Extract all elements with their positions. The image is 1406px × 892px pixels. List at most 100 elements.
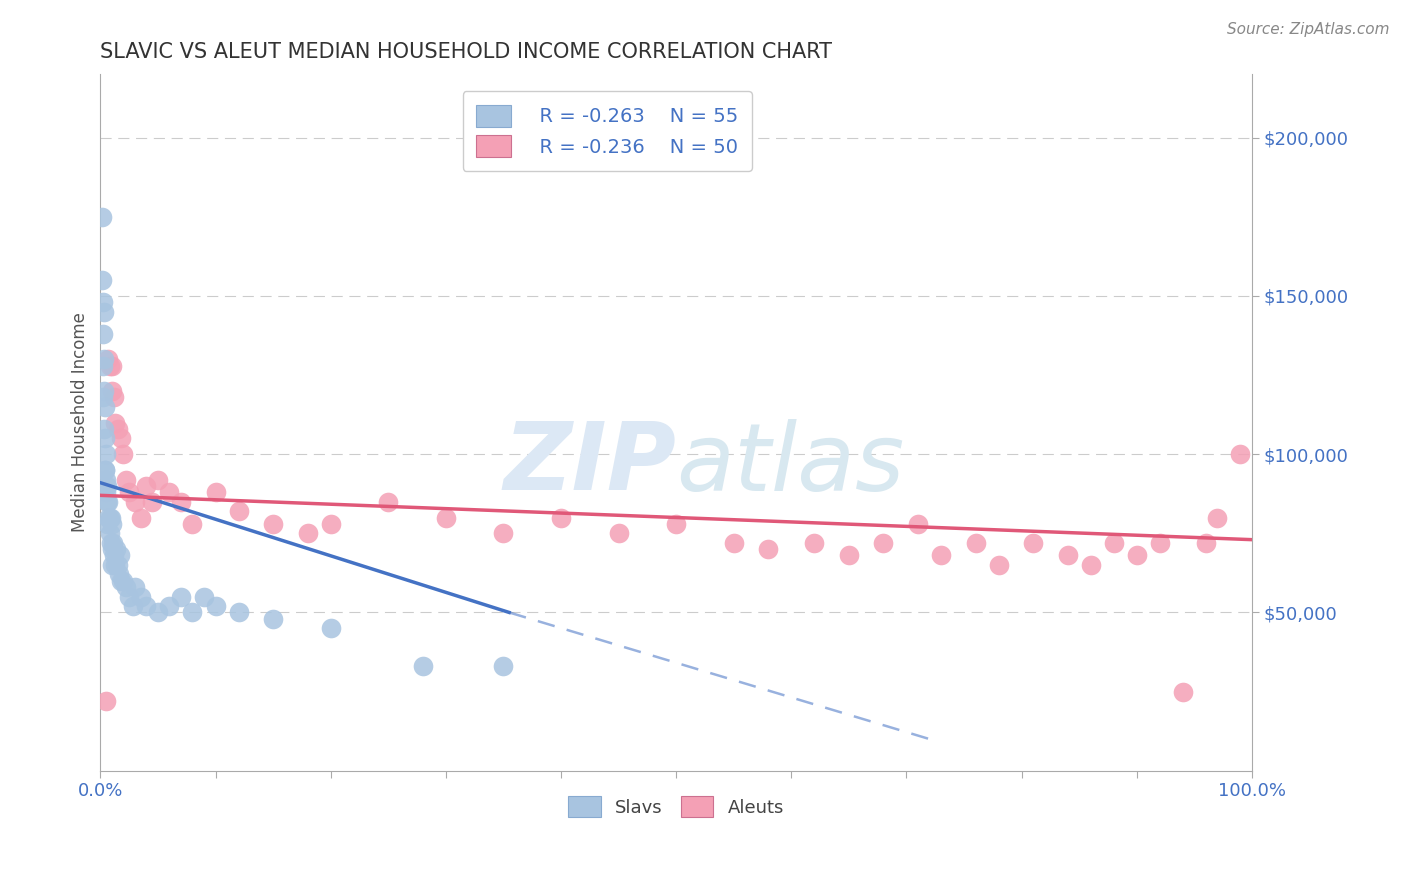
Point xyxy=(93,352,115,367)
Point xyxy=(665,516,688,531)
Point xyxy=(94,485,117,500)
Point xyxy=(492,526,515,541)
Point xyxy=(181,516,204,531)
Point xyxy=(96,516,118,531)
Point xyxy=(1206,510,1229,524)
Point xyxy=(97,352,120,367)
Point xyxy=(118,485,141,500)
Point xyxy=(124,494,146,508)
Point xyxy=(114,580,136,594)
Point xyxy=(91,326,114,341)
Point xyxy=(98,359,121,373)
Point xyxy=(110,431,132,445)
Point xyxy=(319,621,342,635)
Point xyxy=(94,463,117,477)
Point xyxy=(872,536,894,550)
Point xyxy=(1195,536,1218,550)
Point xyxy=(110,574,132,588)
Point xyxy=(159,599,181,614)
Text: SLAVIC VS ALEUT MEDIAN HOUSEHOLD INCOME CORRELATION CHART: SLAVIC VS ALEUT MEDIAN HOUSEHOLD INCOME … xyxy=(100,42,832,62)
Point xyxy=(492,659,515,673)
Point xyxy=(104,416,127,430)
Point xyxy=(107,422,129,436)
Point xyxy=(262,612,284,626)
Point xyxy=(756,542,779,557)
Text: ZIP: ZIP xyxy=(503,418,676,510)
Point xyxy=(93,384,115,398)
Point xyxy=(141,494,163,508)
Point xyxy=(93,422,115,436)
Point xyxy=(262,516,284,531)
Point xyxy=(100,510,122,524)
Text: Source: ZipAtlas.com: Source: ZipAtlas.com xyxy=(1226,22,1389,37)
Point xyxy=(907,516,929,531)
Text: atlas: atlas xyxy=(676,419,904,510)
Legend: Slavs, Aleuts: Slavs, Aleuts xyxy=(561,789,792,824)
Point xyxy=(1149,536,1171,550)
Point xyxy=(607,526,630,541)
Point xyxy=(107,567,129,582)
Point xyxy=(101,516,124,531)
Point xyxy=(94,431,117,445)
Point xyxy=(723,536,745,550)
Point xyxy=(112,574,135,588)
Point xyxy=(803,536,825,550)
Point xyxy=(1102,536,1125,550)
Point xyxy=(1022,536,1045,550)
Point xyxy=(90,210,112,224)
Point xyxy=(838,549,860,563)
Point xyxy=(96,479,118,493)
Point xyxy=(129,510,152,524)
Point xyxy=(146,473,169,487)
Point xyxy=(118,590,141,604)
Point xyxy=(91,359,114,373)
Point xyxy=(94,694,117,708)
Point xyxy=(434,510,457,524)
Point xyxy=(101,384,124,398)
Point xyxy=(121,599,143,614)
Point xyxy=(228,606,250,620)
Point xyxy=(987,558,1010,572)
Point xyxy=(101,359,124,373)
Point xyxy=(1125,549,1147,563)
Point xyxy=(105,542,128,557)
Point xyxy=(101,536,124,550)
Point xyxy=(112,447,135,461)
Point xyxy=(965,536,987,550)
Point xyxy=(91,295,114,310)
Point xyxy=(98,526,121,541)
Point xyxy=(104,558,127,572)
Point xyxy=(297,526,319,541)
Point xyxy=(114,473,136,487)
Point xyxy=(91,390,114,404)
Point xyxy=(103,390,125,404)
Point xyxy=(377,494,399,508)
Point xyxy=(319,516,342,531)
Y-axis label: Median Household Income: Median Household Income xyxy=(72,312,89,533)
Point xyxy=(204,485,226,500)
Point xyxy=(107,558,129,572)
Point xyxy=(103,549,125,563)
Point xyxy=(1229,447,1251,461)
Point xyxy=(94,447,117,461)
Point xyxy=(1080,558,1102,572)
Point xyxy=(101,558,124,572)
Point xyxy=(96,494,118,508)
Point xyxy=(94,400,117,414)
Point xyxy=(100,536,122,550)
Point xyxy=(135,479,157,493)
Point xyxy=(129,590,152,604)
Point xyxy=(101,542,124,557)
Point xyxy=(108,549,131,563)
Point xyxy=(90,273,112,287)
Point xyxy=(929,549,952,563)
Point xyxy=(412,659,434,673)
Point xyxy=(93,305,115,319)
Point xyxy=(94,473,117,487)
Point xyxy=(98,510,121,524)
Point xyxy=(550,510,572,524)
Point xyxy=(146,606,169,620)
Point xyxy=(1171,684,1194,698)
Point xyxy=(170,590,193,604)
Point xyxy=(97,510,120,524)
